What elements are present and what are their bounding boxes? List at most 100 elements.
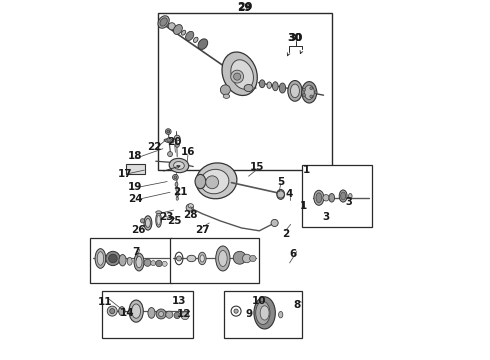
- Text: 7: 7: [132, 247, 140, 257]
- Ellipse shape: [164, 139, 174, 143]
- Ellipse shape: [259, 80, 265, 88]
- Ellipse shape: [288, 81, 302, 101]
- Text: 3: 3: [345, 197, 352, 207]
- Text: 13: 13: [172, 297, 186, 306]
- Ellipse shape: [244, 85, 253, 91]
- Ellipse shape: [129, 300, 143, 322]
- Text: 1: 1: [300, 201, 308, 211]
- Bar: [90, 238, 172, 283]
- Text: 28: 28: [183, 210, 198, 220]
- Circle shape: [162, 261, 167, 266]
- Circle shape: [167, 138, 171, 142]
- Ellipse shape: [267, 82, 271, 89]
- Ellipse shape: [156, 213, 162, 227]
- Ellipse shape: [97, 252, 104, 265]
- Text: 22: 22: [147, 142, 162, 152]
- Text: 27: 27: [195, 225, 210, 235]
- Ellipse shape: [187, 255, 196, 262]
- Text: 24: 24: [128, 194, 143, 204]
- Ellipse shape: [291, 84, 299, 98]
- Text: 14: 14: [120, 308, 135, 318]
- Circle shape: [243, 254, 251, 263]
- Ellipse shape: [304, 85, 314, 99]
- Circle shape: [156, 260, 162, 267]
- Circle shape: [231, 70, 244, 83]
- Text: 17: 17: [118, 169, 132, 179]
- Text: 30: 30: [289, 33, 303, 43]
- Circle shape: [167, 130, 170, 133]
- Text: 12: 12: [176, 309, 191, 319]
- Ellipse shape: [314, 190, 324, 205]
- Circle shape: [176, 256, 181, 261]
- Ellipse shape: [132, 304, 141, 318]
- Ellipse shape: [157, 215, 160, 225]
- Ellipse shape: [176, 197, 178, 200]
- Circle shape: [174, 312, 180, 319]
- Ellipse shape: [173, 24, 182, 35]
- Ellipse shape: [134, 253, 144, 271]
- Circle shape: [220, 85, 230, 95]
- Circle shape: [186, 204, 193, 211]
- Text: 29: 29: [237, 2, 253, 12]
- Bar: [158, 13, 332, 170]
- Circle shape: [303, 93, 305, 96]
- Ellipse shape: [175, 182, 178, 186]
- Text: 20: 20: [168, 136, 182, 147]
- Ellipse shape: [148, 307, 155, 318]
- Ellipse shape: [231, 60, 253, 89]
- Bar: [302, 165, 372, 227]
- Ellipse shape: [279, 83, 286, 93]
- Circle shape: [174, 135, 180, 141]
- Text: 23: 23: [159, 212, 174, 221]
- Circle shape: [206, 176, 219, 189]
- Text: 5: 5: [277, 176, 284, 186]
- Ellipse shape: [200, 255, 204, 262]
- Ellipse shape: [272, 82, 278, 91]
- Ellipse shape: [119, 307, 125, 316]
- Text: 10: 10: [251, 296, 266, 306]
- Circle shape: [144, 259, 151, 266]
- Circle shape: [106, 251, 120, 266]
- Ellipse shape: [136, 256, 142, 268]
- Ellipse shape: [194, 37, 198, 42]
- Circle shape: [271, 219, 278, 226]
- Circle shape: [234, 73, 241, 80]
- Circle shape: [172, 174, 178, 180]
- Circle shape: [141, 219, 145, 223]
- Ellipse shape: [216, 246, 230, 271]
- Circle shape: [310, 95, 313, 98]
- Ellipse shape: [196, 163, 237, 199]
- Text: 11: 11: [98, 297, 112, 307]
- Ellipse shape: [316, 193, 322, 203]
- Ellipse shape: [277, 189, 285, 199]
- Ellipse shape: [144, 216, 152, 230]
- Circle shape: [249, 255, 256, 262]
- Text: 18: 18: [128, 151, 143, 161]
- Ellipse shape: [119, 255, 126, 266]
- Circle shape: [277, 191, 284, 198]
- Text: 30: 30: [288, 33, 302, 43]
- Bar: [126, 164, 145, 174]
- Circle shape: [234, 309, 238, 313]
- Bar: [170, 238, 259, 283]
- Ellipse shape: [160, 18, 167, 26]
- Circle shape: [110, 309, 115, 314]
- Text: 9: 9: [245, 309, 252, 319]
- Ellipse shape: [260, 306, 269, 320]
- Ellipse shape: [198, 39, 208, 49]
- Circle shape: [109, 254, 117, 263]
- Text: 15: 15: [250, 162, 265, 172]
- Text: 6: 6: [290, 249, 297, 259]
- Ellipse shape: [223, 94, 230, 98]
- Ellipse shape: [156, 211, 162, 214]
- Text: 21: 21: [173, 187, 187, 197]
- Circle shape: [151, 261, 156, 266]
- Text: 2: 2: [282, 229, 289, 239]
- Circle shape: [168, 23, 175, 30]
- Bar: [102, 292, 193, 338]
- Circle shape: [314, 91, 317, 94]
- Ellipse shape: [256, 301, 270, 324]
- Ellipse shape: [181, 30, 186, 35]
- Circle shape: [181, 312, 189, 320]
- Text: 29: 29: [237, 3, 251, 13]
